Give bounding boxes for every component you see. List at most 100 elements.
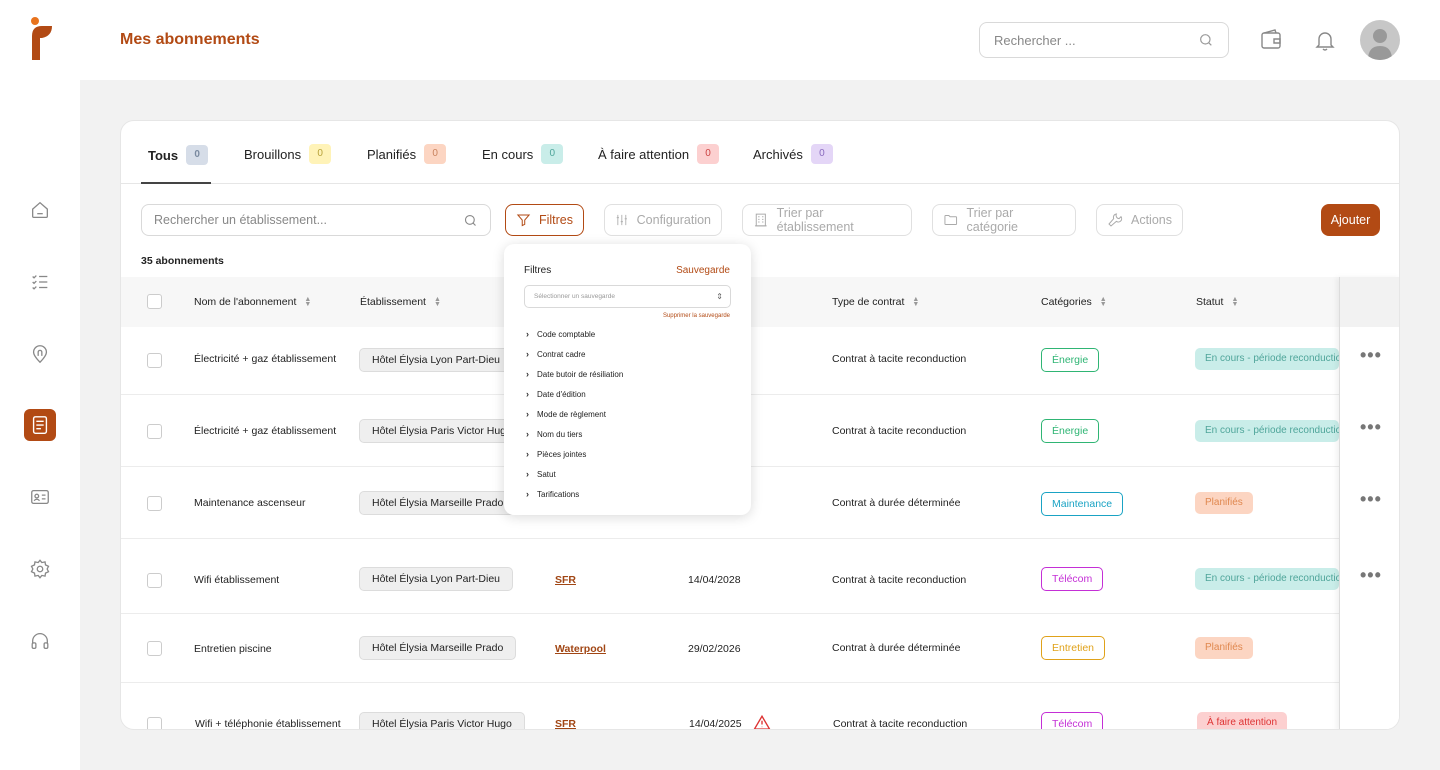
tab-brouillons[interactable]: Brouillons 0 [244, 144, 332, 164]
subscription-name: Wifi + téléphonie établissement [195, 718, 341, 730]
row-checkbox[interactable] [147, 717, 162, 729]
row-checkbox[interactable] [147, 424, 162, 439]
select-all-checkbox[interactable] [147, 294, 162, 309]
sort-icon: ▲ ▼ [1231, 296, 1239, 308]
tab-archives[interactable]: Archivés 0 [753, 144, 833, 164]
supplier-link[interactable]: SFR [555, 718, 576, 730]
column-name[interactable]: Nom de l'abonnement ▲ ▼ [194, 296, 311, 308]
table-row[interactable]: Wifi + téléphonie établissement Hôtel Él… [121, 683, 1339, 730]
row-menu-button[interactable]: ••• [1360, 345, 1382, 365]
chevron-right-icon: › [526, 409, 529, 419]
add-button[interactable]: Ajouter [1321, 204, 1380, 236]
row-checkbox[interactable] [147, 641, 162, 656]
filter-item[interactable]: › Date butoir de résiliation [526, 369, 623, 379]
status-tabs: Tous 0 Brouillons 0 Planifiés 0 En cours… [121, 121, 1399, 184]
status-badge: En cours - période reconduction [1195, 568, 1339, 590]
status-badge: En cours - période reconduction [1195, 420, 1339, 442]
row-checkbox[interactable] [147, 353, 162, 368]
tab-a-faire-attention[interactable]: À faire attention 0 [598, 144, 720, 164]
filter-item[interactable]: › Pièces jointes [526, 449, 586, 459]
row-menu-button[interactable]: ••• [1360, 417, 1382, 437]
chevron-updown-icon: ⇕ [716, 292, 723, 301]
column-contract-type[interactable]: Type de contrat ▲ ▼ [832, 296, 919, 308]
column-status-label: Statut [1196, 296, 1224, 308]
filter-item[interactable]: › Nom du tiers [526, 429, 582, 439]
table-row[interactable]: Entretien piscine Hôtel Élysia Marseille… [121, 614, 1339, 683]
column-categories[interactable]: Catégories ▲ ▼ [1041, 296, 1107, 308]
filter-item-label: Satut [537, 469, 556, 479]
nav-contacts[interactable] [24, 481, 56, 513]
global-search-input[interactable]: Rechercher ... [979, 22, 1229, 58]
tab-label: Archivés [753, 146, 803, 162]
sort-icon: ▲ ▼ [912, 296, 920, 308]
filter-item[interactable]: › Code comptable [526, 329, 595, 339]
filter-item[interactable]: › Tarifications [526, 489, 579, 499]
supplier-link[interactable]: SFR [555, 574, 576, 586]
tab-tous[interactable]: Tous 0 [148, 145, 209, 165]
status-badge: À faire attention [1197, 712, 1288, 729]
subscriptions-card: Tous 0 Brouillons 0 Planifiés 0 En cours… [120, 120, 1400, 730]
filters-button[interactable]: Filtres [505, 204, 584, 236]
wallet-icon[interactable] [1259, 28, 1283, 52]
document-icon [32, 416, 48, 434]
sort-category-button[interactable]: Trier par catégorie [932, 204, 1076, 236]
chevron-right-icon: › [526, 329, 529, 339]
filter-item[interactable]: › Mode de règlement [526, 409, 606, 419]
avatar[interactable] [1360, 20, 1400, 60]
bell-icon[interactable] [1313, 28, 1337, 52]
row-menu-button[interactable]: ••• [1360, 489, 1382, 509]
checklist-icon [32, 275, 48, 290]
actions-button[interactable]: Actions [1096, 204, 1183, 236]
row-menu-button[interactable]: ••• [1360, 565, 1382, 585]
save-filter-link[interactable]: Sauvegarde [676, 265, 730, 276]
establishment-chip: Hôtel Élysia Lyon Part-Dieu [359, 348, 513, 372]
table-row[interactable]: Électricité + gaz établissement Hôtel Él… [121, 327, 1339, 395]
funnel-icon [516, 214, 531, 227]
delete-saved-filter-link[interactable]: Supprimer la sauvegarde [662, 313, 730, 319]
actions-column-header [1340, 277, 1399, 327]
supplier-link[interactable]: Waterpool [555, 643, 606, 655]
contact-card-icon [31, 489, 49, 505]
nav-subscriptions[interactable] [24, 409, 56, 441]
tab-en-cours[interactable]: En cours 0 [482, 144, 564, 164]
nav-tasks[interactable] [24, 266, 56, 298]
filter-item[interactable]: › Date d'édition [526, 389, 586, 399]
subscription-name: Électricité + gaz établissement [194, 425, 337, 437]
tab-planifies[interactable]: Planifiés 0 [367, 144, 447, 164]
filter-item-label: Pièces jointes [537, 449, 587, 459]
contract-type: Contrat à durée déterminée [832, 497, 961, 509]
nav-support[interactable] [24, 625, 56, 657]
end-date: 29/02/2026 [688, 643, 741, 655]
category-badge: Énergie [1041, 419, 1100, 443]
column-status[interactable]: Statut ▲ ▼ [1196, 296, 1238, 308]
table-row[interactable]: Wifi établissement Hôtel Élysia Lyon Par… [121, 539, 1339, 614]
row-checkbox[interactable] [147, 496, 162, 511]
row-checkbox[interactable] [147, 573, 162, 588]
headset-icon [31, 633, 49, 649]
configuration-button[interactable]: Configuration [604, 204, 722, 236]
sort-establishment-button[interactable]: Trier par établissement [742, 204, 912, 236]
establishment-search-input[interactable]: Rechercher un établissement... [141, 204, 491, 236]
establishment-chip: Hôtel Élysia Lyon Part-Dieu [359, 567, 513, 591]
sort-establishment-label: Trier par établissement [776, 206, 854, 234]
tab-count: 0 [541, 144, 564, 164]
filters-label: Filtres [538, 213, 573, 227]
column-establishment[interactable]: Établissement ▲ ▼ [360, 296, 441, 308]
nav-settings[interactable] [24, 553, 56, 585]
chevron-right-icon: › [526, 389, 529, 399]
filter-item[interactable]: › Satut [526, 469, 556, 479]
end-date: 14/04/2025 [689, 718, 742, 730]
tab-count: 0 [424, 144, 447, 164]
table-row[interactable]: Maintenance ascenseur Hôtel Élysia Marse… [121, 467, 1339, 539]
nav-locations[interactable] [24, 338, 56, 370]
column-categories-label: Catégories [1041, 296, 1092, 308]
category-badge: Énergie [1041, 348, 1100, 372]
saved-filter-select[interactable]: Sélectionner un sauvegarde ⇕ [524, 285, 731, 308]
status-badge: Planifiés [1195, 637, 1253, 659]
filter-item[interactable]: › Contrat cadre [526, 349, 585, 359]
nav-home[interactable] [24, 194, 56, 226]
tab-label: À faire attention [598, 146, 690, 162]
contract-type: Contrat à tacite reconduction [832, 353, 967, 365]
tab-label: En cours [482, 146, 534, 162]
header: Mes abonnements Rechercher ... [80, 0, 1440, 80]
